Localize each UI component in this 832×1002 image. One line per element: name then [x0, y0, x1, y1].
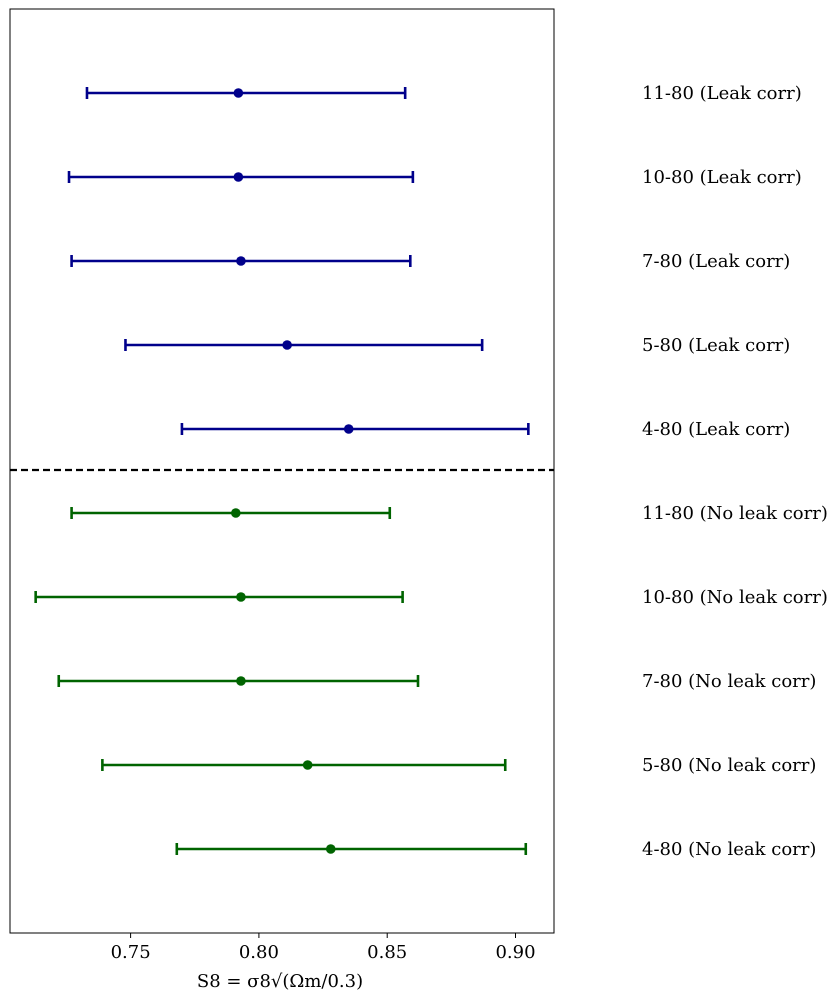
data-point: [325, 844, 336, 854]
data-point: [233, 172, 244, 182]
error-bar: [85, 87, 407, 99]
error-bar: [67, 171, 415, 183]
row-label: 5-80 (No leak corr): [642, 755, 816, 776]
data-point: [231, 508, 241, 518]
row-label: 10-80 (Leak corr): [642, 167, 802, 188]
data-point: [233, 88, 244, 98]
x-tick-label: 0.90: [495, 942, 535, 963]
row-label: 11-80 (No leak corr): [642, 503, 828, 524]
x-axis-label: S8 = σ8√(Ωm/0.3): [197, 971, 363, 992]
row-label: 4-80 (No leak corr): [642, 839, 816, 860]
data-point: [236, 256, 246, 266]
error-bar: [70, 507, 392, 519]
data-point: [236, 676, 246, 686]
row-label: 7-80 (No leak corr): [642, 671, 816, 692]
data-point: [302, 760, 313, 770]
error-bar: [34, 591, 404, 603]
error-bar: [70, 255, 412, 267]
x-axis: 0.75 0.80 0.85 0.90: [111, 933, 536, 963]
row-label: 5-80 (Leak corr): [642, 335, 790, 356]
data-point: [343, 424, 354, 434]
error-bar: [180, 423, 530, 435]
error-bar: [124, 339, 484, 351]
error-bar: [57, 675, 420, 687]
error-bar: [101, 759, 507, 771]
row-label: 10-80 (No leak corr): [642, 587, 828, 608]
data-point: [236, 592, 246, 602]
data-point: [282, 340, 292, 350]
row-labels: 11-80 (Leak corr) 10-80 (Leak corr) 7-80 (…: [642, 83, 828, 860]
error-bars: [34, 87, 530, 855]
row-label: 11-80 (Leak corr): [642, 83, 802, 104]
x-tick-label: 0.80: [239, 942, 279, 963]
x-tick-label: 0.75: [111, 942, 151, 963]
row-label: 4-80 (Leak corr): [642, 419, 790, 440]
row-label: 7-80 (Leak corr): [642, 251, 790, 272]
x-tick-label: 0.85: [367, 942, 407, 963]
error-bar: [175, 843, 528, 855]
